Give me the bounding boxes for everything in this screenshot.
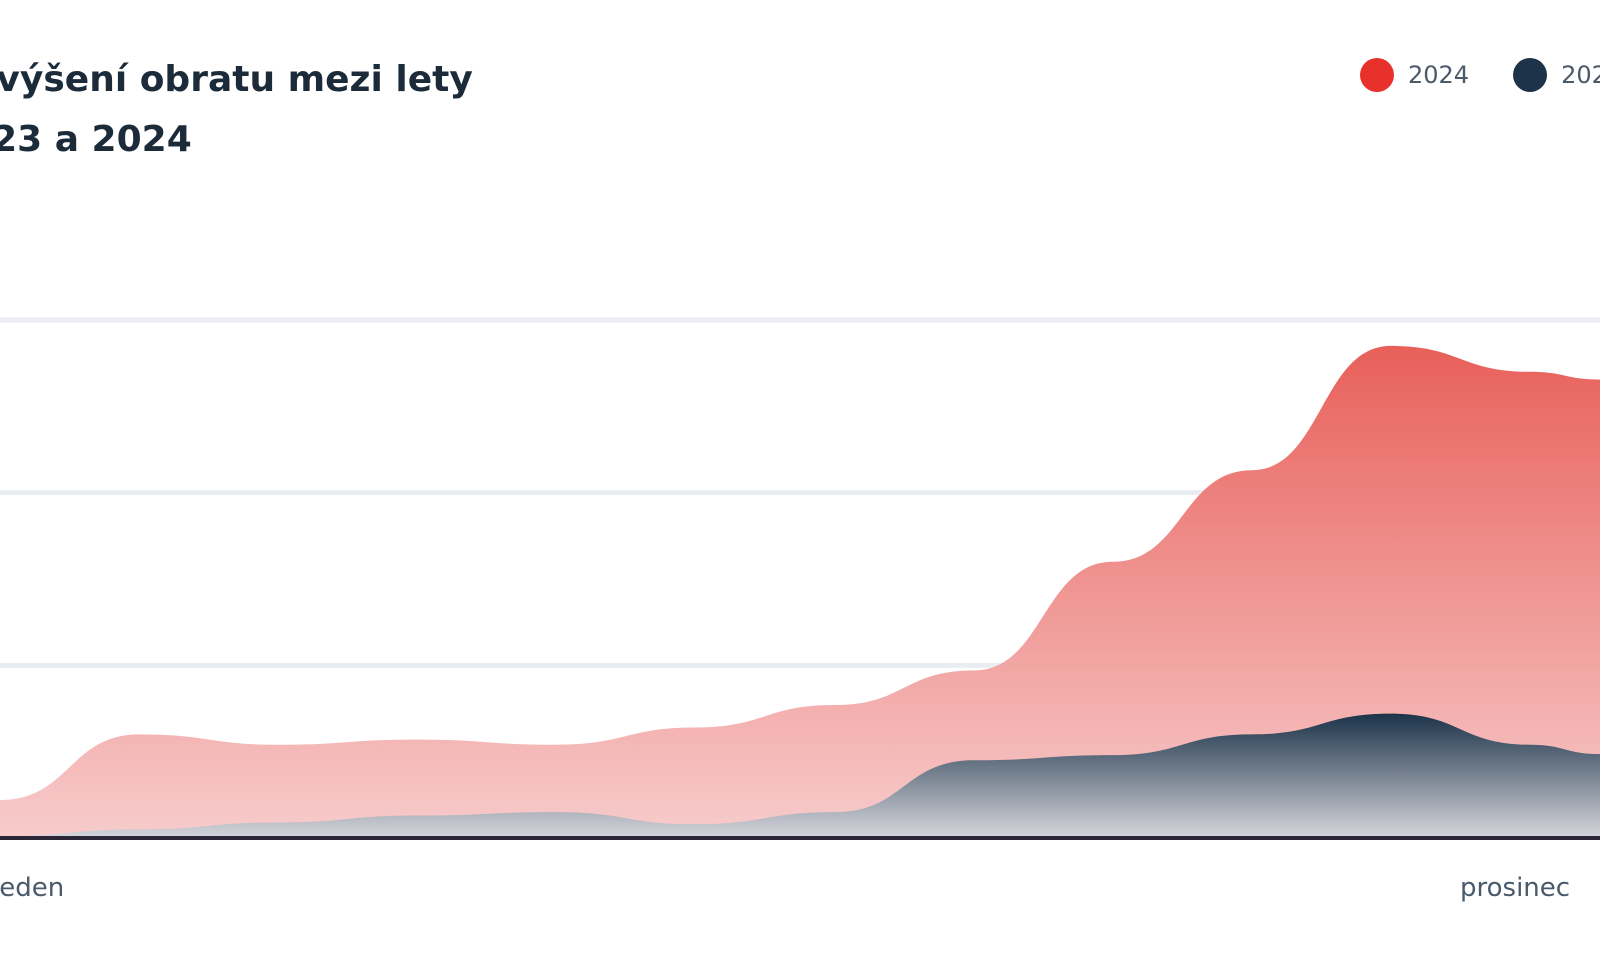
legend-swatch-2023 xyxy=(1513,58,1548,92)
area-2024 xyxy=(0,345,1600,838)
legend: 2024 2023 xyxy=(1360,58,1600,92)
legend-label: 2023 xyxy=(1561,61,1600,89)
legend-swatch-2024 xyxy=(1360,58,1394,92)
chart-title: Navýšení obratu mezi lety 2023 a 2024 xyxy=(0,59,473,160)
x-tick-label-last: prosinec xyxy=(1460,873,1570,903)
legend-label: 2024 xyxy=(1408,61,1470,89)
legend-item-2023[interactable]: 2023 xyxy=(1513,58,1600,92)
series-2023 xyxy=(0,713,1600,838)
series-2024 xyxy=(0,345,1600,838)
area-2023 xyxy=(0,713,1600,838)
legend-item-2024[interactable]: 2024 xyxy=(1360,58,1469,92)
x-tick-label-first: leden xyxy=(0,873,64,903)
